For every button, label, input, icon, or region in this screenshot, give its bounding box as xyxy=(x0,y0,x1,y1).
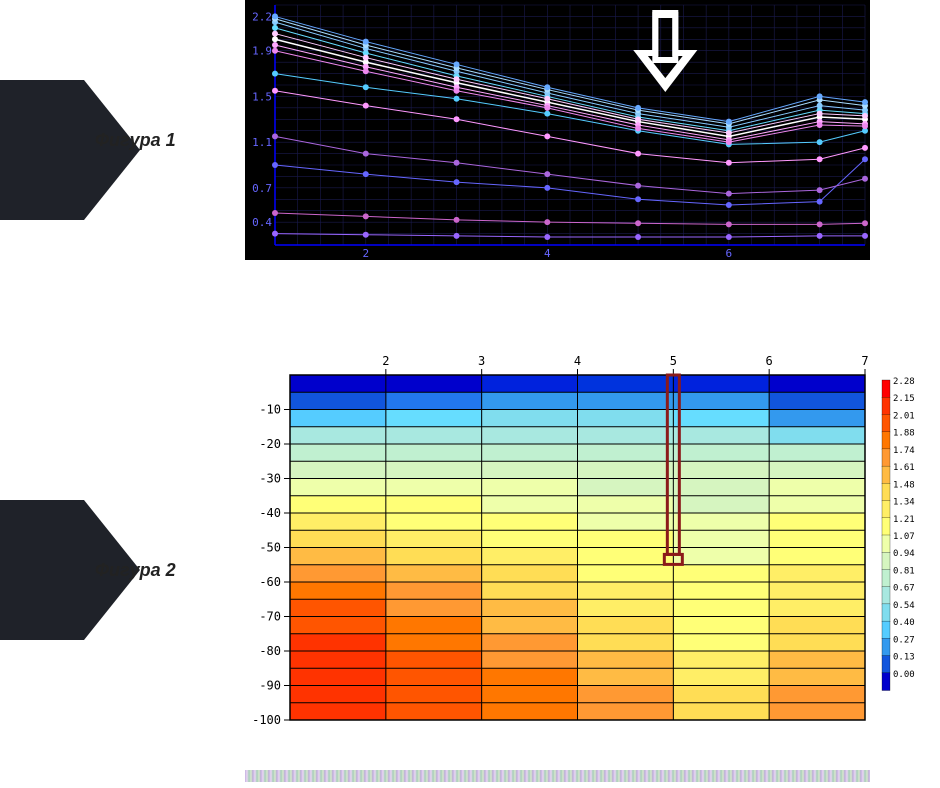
svg-text:0.67: 0.67 xyxy=(893,584,915,594)
svg-text:0.7: 0.7 xyxy=(252,182,272,195)
svg-text:1.1: 1.1 xyxy=(252,136,272,149)
noise-bar xyxy=(245,770,870,782)
svg-text:0.27: 0.27 xyxy=(893,635,915,645)
svg-text:0.13: 0.13 xyxy=(893,653,915,663)
svg-text:7: 7 xyxy=(861,354,868,368)
fig1-label: Фигура 1 xyxy=(95,130,176,151)
svg-text:-50: -50 xyxy=(259,541,281,555)
svg-text:2.01: 2.01 xyxy=(893,411,915,421)
svg-text:1.9: 1.9 xyxy=(252,45,272,58)
svg-text:0.81: 0.81 xyxy=(893,566,915,576)
svg-text:5: 5 xyxy=(670,354,677,368)
svg-text:-20: -20 xyxy=(259,437,281,451)
svg-text:1.61: 1.61 xyxy=(893,463,915,473)
fig1-chart: 0.4 0.7 1.1 1.5 1.9 2.2 2 4 6 xyxy=(245,0,870,260)
svg-text:1.34: 1.34 xyxy=(893,498,915,508)
svg-text:0.00: 0.00 xyxy=(893,670,915,680)
svg-text:-60: -60 xyxy=(259,575,281,589)
svg-text:6: 6 xyxy=(766,354,773,368)
fig2-chart: 2 3 4 5 6 7 -10 -20 -30 -40 -50 -60 -70 -80 -90 -100 2.… xyxy=(245,350,925,730)
fig2-label: Фигура 2 xyxy=(95,560,176,581)
svg-text:4: 4 xyxy=(574,354,581,368)
svg-text:2: 2 xyxy=(362,247,369,260)
svg-text:2: 2 xyxy=(382,354,389,368)
svg-text:-80: -80 xyxy=(259,644,281,658)
svg-text:-90: -90 xyxy=(259,679,281,693)
svg-text:2.28: 2.28 xyxy=(893,377,915,387)
svg-text:-70: -70 xyxy=(259,610,281,624)
svg-text:1.21: 1.21 xyxy=(893,515,915,525)
svg-text:1.5: 1.5 xyxy=(252,90,272,103)
svg-text:6: 6 xyxy=(726,247,733,260)
svg-text:1.48: 1.48 xyxy=(893,480,915,490)
svg-text:2.2: 2.2 xyxy=(252,10,272,23)
svg-text:0.54: 0.54 xyxy=(893,601,915,611)
svg-text:0.40: 0.40 xyxy=(893,618,915,628)
svg-text:1.74: 1.74 xyxy=(893,446,915,456)
svg-text:-30: -30 xyxy=(259,472,281,486)
svg-text:-100: -100 xyxy=(252,713,281,727)
svg-text:0.4: 0.4 xyxy=(252,216,272,229)
svg-text:4: 4 xyxy=(544,247,551,260)
svg-text:-10: -10 xyxy=(259,403,281,417)
svg-text:1.88: 1.88 xyxy=(893,429,915,439)
svg-text:1.07: 1.07 xyxy=(893,532,915,542)
svg-text:3: 3 xyxy=(478,354,485,368)
svg-text:-40: -40 xyxy=(259,506,281,520)
svg-text:2.15: 2.15 xyxy=(893,394,915,404)
svg-text:0.94: 0.94 xyxy=(893,549,915,559)
